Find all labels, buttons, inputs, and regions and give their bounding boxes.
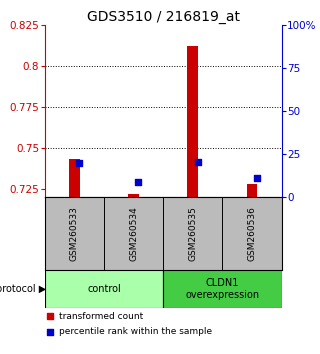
Bar bbox=[45, 270, 163, 308]
Point bbox=[254, 175, 259, 181]
Bar bbox=[128, 194, 139, 197]
Point bbox=[195, 159, 200, 165]
Text: percentile rank within the sample: percentile rank within the sample bbox=[59, 327, 212, 336]
Point bbox=[47, 313, 52, 319]
Text: control: control bbox=[87, 284, 121, 294]
Point bbox=[47, 329, 52, 335]
Title: GDS3510 / 216819_at: GDS3510 / 216819_at bbox=[87, 10, 240, 24]
Bar bbox=[247, 184, 257, 197]
Text: CLDN1
overexpression: CLDN1 overexpression bbox=[185, 278, 260, 299]
Text: GSM260534: GSM260534 bbox=[129, 206, 138, 261]
Text: transformed count: transformed count bbox=[59, 312, 143, 320]
Text: GSM260533: GSM260533 bbox=[70, 206, 79, 261]
Bar bbox=[69, 159, 80, 197]
Point bbox=[76, 160, 82, 165]
Text: protocol ▶: protocol ▶ bbox=[0, 284, 46, 294]
Bar bbox=[163, 270, 282, 308]
Text: GSM260535: GSM260535 bbox=[188, 206, 197, 261]
Bar bbox=[188, 46, 198, 197]
Text: GSM260536: GSM260536 bbox=[247, 206, 257, 261]
Point bbox=[136, 179, 141, 184]
